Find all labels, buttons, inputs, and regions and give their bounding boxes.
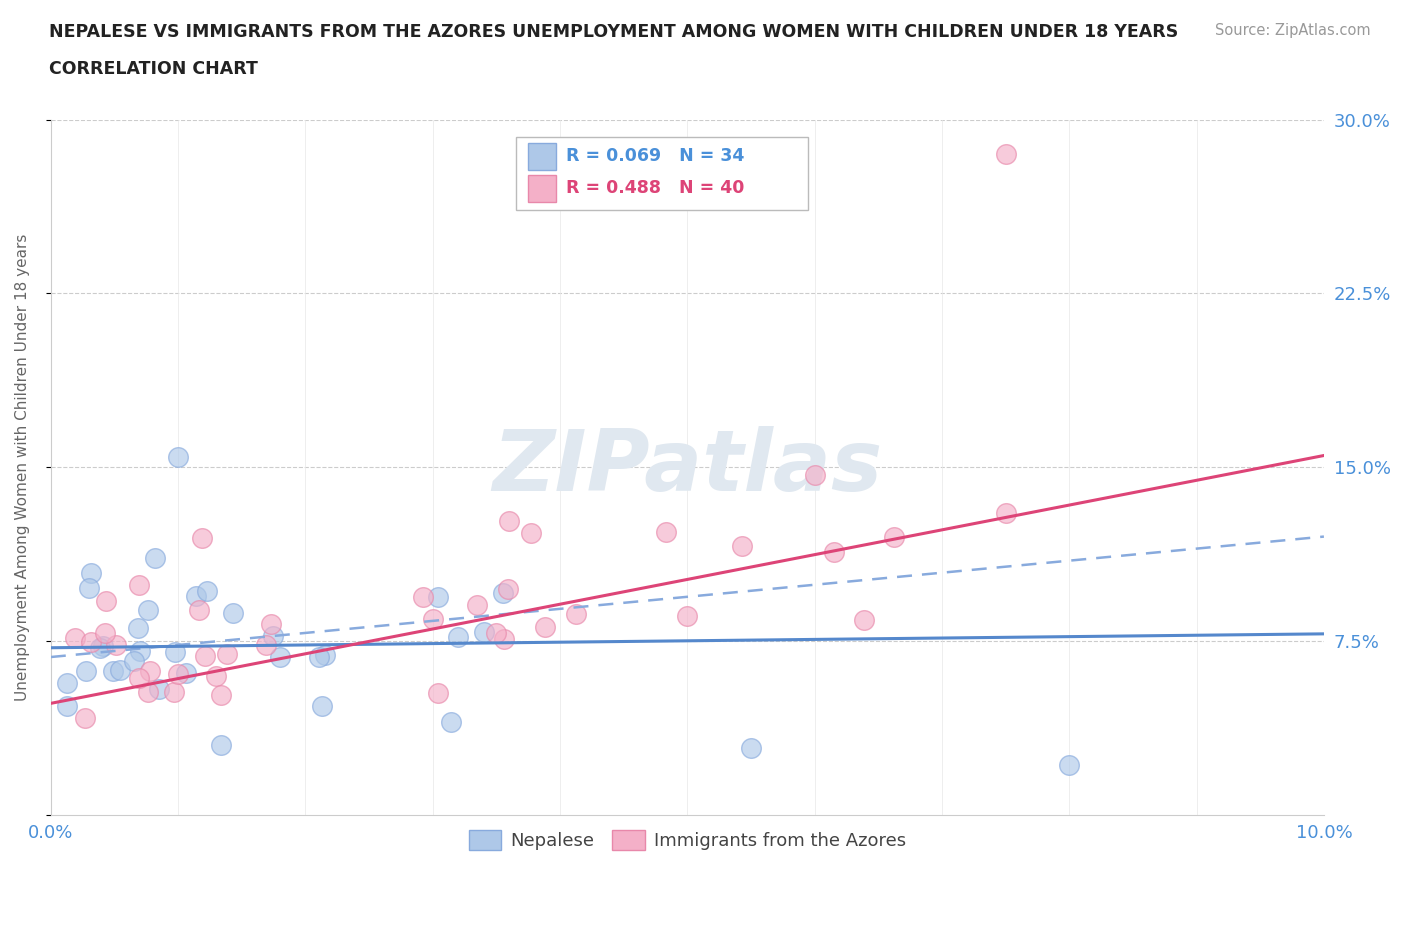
Point	[520, 525, 543, 540]
Point	[122, 654, 145, 669]
Text: ZIPatlas: ZIPatlas	[492, 426, 883, 509]
Point	[162, 684, 184, 699]
Point	[564, 606, 586, 621]
Point	[56, 675, 79, 690]
Point	[492, 585, 515, 600]
Text: R = 0.488   N = 40: R = 0.488 N = 40	[567, 179, 745, 197]
Point	[883, 530, 905, 545]
Point	[65, 631, 87, 645]
Point	[136, 684, 159, 699]
Point	[205, 668, 228, 683]
Point	[412, 590, 434, 604]
Point	[143, 551, 166, 565]
Point	[163, 644, 186, 659]
Point	[215, 646, 238, 661]
Point	[803, 468, 825, 483]
Point	[77, 580, 100, 595]
Point	[128, 671, 150, 685]
Point	[676, 608, 699, 623]
Point	[187, 603, 209, 618]
Point	[127, 620, 149, 635]
Point	[94, 626, 117, 641]
Point	[138, 664, 160, 679]
Point	[1059, 758, 1081, 773]
Point	[492, 631, 515, 646]
Point	[80, 634, 103, 649]
Point	[167, 667, 190, 682]
Point	[56, 698, 79, 713]
Point	[103, 664, 125, 679]
Bar	[529, 143, 557, 169]
Point	[853, 613, 876, 628]
Point	[209, 687, 232, 702]
Point	[148, 682, 170, 697]
Point	[105, 637, 128, 652]
Point	[498, 514, 520, 529]
Point	[994, 147, 1017, 162]
Point	[447, 630, 470, 644]
Bar	[529, 175, 557, 202]
Point	[311, 698, 333, 713]
Point	[308, 650, 330, 665]
Point	[440, 715, 463, 730]
Point	[167, 449, 190, 464]
Point	[222, 605, 245, 620]
Point	[254, 637, 277, 652]
Legend: Nepalese, Immigrants from the Azores: Nepalese, Immigrants from the Azores	[461, 823, 914, 857]
Y-axis label: Unemployment Among Women with Children Under 18 years: Unemployment Among Women with Children U…	[15, 233, 30, 701]
Point	[994, 506, 1017, 521]
Point	[269, 649, 291, 664]
Point	[314, 647, 336, 662]
Point	[209, 738, 232, 753]
Point	[427, 685, 450, 700]
Point	[73, 711, 96, 725]
Point	[129, 644, 152, 659]
Bar	[516, 137, 808, 210]
Point	[128, 578, 150, 592]
Point	[485, 625, 508, 640]
Point	[94, 594, 117, 609]
Point	[472, 624, 495, 639]
Point	[138, 603, 160, 618]
Point	[91, 638, 114, 653]
Point	[731, 538, 754, 553]
Text: R = 0.069   N = 34: R = 0.069 N = 34	[567, 148, 745, 166]
Point	[195, 584, 218, 599]
Point	[184, 589, 207, 604]
Point	[80, 566, 103, 581]
Text: CORRELATION CHART: CORRELATION CHART	[49, 60, 259, 78]
Point	[823, 545, 845, 560]
Point	[422, 611, 444, 626]
Text: Source: ZipAtlas.com: Source: ZipAtlas.com	[1215, 23, 1371, 38]
Point	[194, 648, 217, 663]
Point	[262, 629, 284, 644]
Point	[174, 665, 197, 680]
Point	[110, 663, 132, 678]
Point	[427, 590, 450, 604]
Point	[465, 598, 488, 613]
Point	[191, 531, 214, 546]
Point	[533, 619, 555, 634]
Point	[260, 617, 283, 631]
Point	[89, 641, 111, 656]
Point	[75, 663, 97, 678]
Point	[496, 581, 519, 596]
Point	[740, 740, 762, 755]
Point	[654, 525, 676, 539]
Text: NEPALESE VS IMMIGRANTS FROM THE AZORES UNEMPLOYMENT AMONG WOMEN WITH CHILDREN UN: NEPALESE VS IMMIGRANTS FROM THE AZORES U…	[49, 23, 1178, 41]
